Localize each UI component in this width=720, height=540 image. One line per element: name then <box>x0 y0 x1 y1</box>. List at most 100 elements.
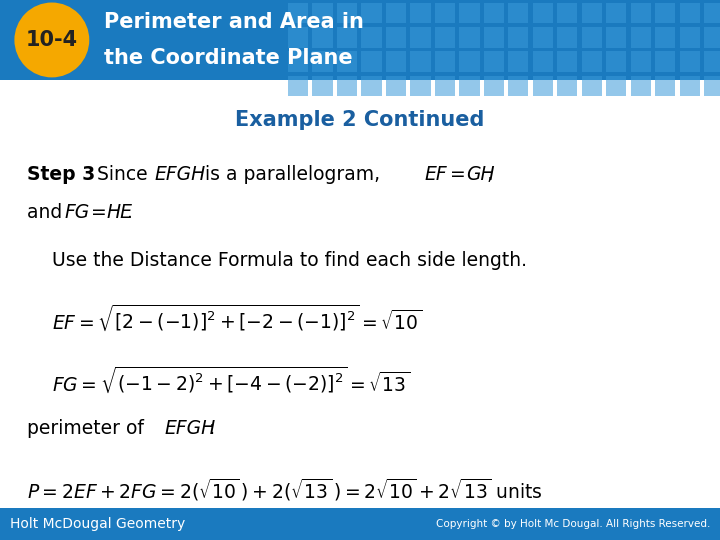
Bar <box>655 3 675 23</box>
Text: EF: EF <box>425 165 447 184</box>
Text: perimeter of: perimeter of <box>27 418 150 438</box>
Bar <box>484 51 504 72</box>
Bar <box>361 51 382 72</box>
Bar <box>386 27 406 48</box>
Bar <box>631 76 651 96</box>
Text: HE: HE <box>107 202 132 222</box>
Bar <box>631 51 651 72</box>
Text: .: . <box>127 202 132 222</box>
Bar <box>704 27 720 48</box>
Text: =: = <box>444 165 472 184</box>
Bar <box>704 51 720 72</box>
Bar <box>312 3 333 23</box>
Text: GH: GH <box>466 165 495 184</box>
Bar <box>484 27 504 48</box>
Bar <box>459 3 480 23</box>
Bar <box>606 27 626 48</box>
Text: ,: , <box>486 165 492 184</box>
Bar <box>0 0 720 80</box>
Bar <box>435 76 455 96</box>
Text: is a parallelogram,: is a parallelogram, <box>199 165 387 184</box>
Bar <box>435 3 455 23</box>
Bar <box>337 51 357 72</box>
Ellipse shape <box>14 3 89 77</box>
Bar <box>508 3 528 23</box>
Bar <box>312 76 333 96</box>
Bar <box>435 51 455 72</box>
Bar <box>631 27 651 48</box>
Bar <box>0 508 720 540</box>
Bar <box>533 27 553 48</box>
Bar <box>484 3 504 23</box>
Bar <box>582 76 602 96</box>
Bar <box>361 3 382 23</box>
Bar <box>459 27 480 48</box>
Bar <box>557 3 577 23</box>
Text: :: : <box>209 418 215 438</box>
Bar <box>557 51 577 72</box>
Bar <box>410 27 431 48</box>
Bar <box>337 76 357 96</box>
Bar <box>288 3 308 23</box>
Bar <box>704 3 720 23</box>
Text: EFGH: EFGH <box>164 418 215 438</box>
Bar <box>288 51 308 72</box>
Bar <box>386 76 406 96</box>
Bar <box>459 51 480 72</box>
Text: Step 3: Step 3 <box>27 165 96 184</box>
Bar <box>655 51 675 72</box>
Bar <box>631 3 651 23</box>
Bar <box>606 3 626 23</box>
Text: 10-4: 10-4 <box>26 30 78 50</box>
Bar <box>410 51 431 72</box>
Text: =: = <box>85 202 113 222</box>
Bar <box>288 76 308 96</box>
Bar <box>582 3 602 23</box>
Text: Use the Distance Formula to find each side length.: Use the Distance Formula to find each si… <box>52 251 527 271</box>
Text: Holt McDougal Geometry: Holt McDougal Geometry <box>10 517 185 531</box>
Text: FG: FG <box>65 202 90 222</box>
Bar <box>410 3 431 23</box>
Bar <box>337 3 357 23</box>
Bar <box>337 27 357 48</box>
Bar <box>533 3 553 23</box>
Text: and: and <box>27 202 68 222</box>
Bar <box>533 51 553 72</box>
Bar <box>704 76 720 96</box>
Text: EFGH: EFGH <box>155 165 206 184</box>
Bar <box>508 51 528 72</box>
Bar <box>435 27 455 48</box>
Bar <box>582 51 602 72</box>
Bar <box>361 76 382 96</box>
Bar <box>386 51 406 72</box>
Bar <box>557 76 577 96</box>
Text: $\mathit{EF} = \sqrt{\left[2-(-1)\right]^2 + \left[-2-(-1)\right]^2} = \sqrt{10}: $\mathit{EF} = \sqrt{\left[2-(-1)\right]… <box>52 302 422 333</box>
Bar <box>582 27 602 48</box>
Bar <box>386 3 406 23</box>
Bar <box>557 27 577 48</box>
Bar <box>508 27 528 48</box>
Bar <box>680 3 700 23</box>
Bar <box>410 76 431 96</box>
Bar <box>484 76 504 96</box>
Text: Example 2 Continued: Example 2 Continued <box>235 110 485 131</box>
Text: $P = 2EF +2FG = 2(\sqrt{10}\,) +2(\sqrt{13}\,) =2\sqrt{10} +2\sqrt{13}$ units: $P = 2EF +2FG = 2(\sqrt{10}\,) +2(\sqrt{… <box>27 477 543 503</box>
Bar <box>655 76 675 96</box>
Text: Perimeter and Area in: Perimeter and Area in <box>104 12 364 32</box>
Bar <box>680 51 700 72</box>
Text: Copyright © by Holt Mc Dougal. All Rights Reserved.: Copyright © by Holt Mc Dougal. All Right… <box>436 519 710 529</box>
Bar <box>312 27 333 48</box>
Bar <box>680 76 700 96</box>
Text: the Coordinate Plane: the Coordinate Plane <box>104 48 353 68</box>
Text: $\mathit{FG} = \sqrt{\left(-1-2\right)^2 + \left[-4-(-2)\right]^2} = \sqrt{13}$: $\mathit{FG} = \sqrt{\left(-1-2\right)^2… <box>52 364 410 395</box>
Bar <box>680 27 700 48</box>
Bar <box>459 76 480 96</box>
Bar <box>288 27 308 48</box>
Bar <box>361 27 382 48</box>
Text: Since: Since <box>97 165 154 184</box>
Bar <box>533 76 553 96</box>
Bar <box>312 51 333 72</box>
Bar <box>606 76 626 96</box>
Bar <box>508 76 528 96</box>
Bar <box>606 51 626 72</box>
